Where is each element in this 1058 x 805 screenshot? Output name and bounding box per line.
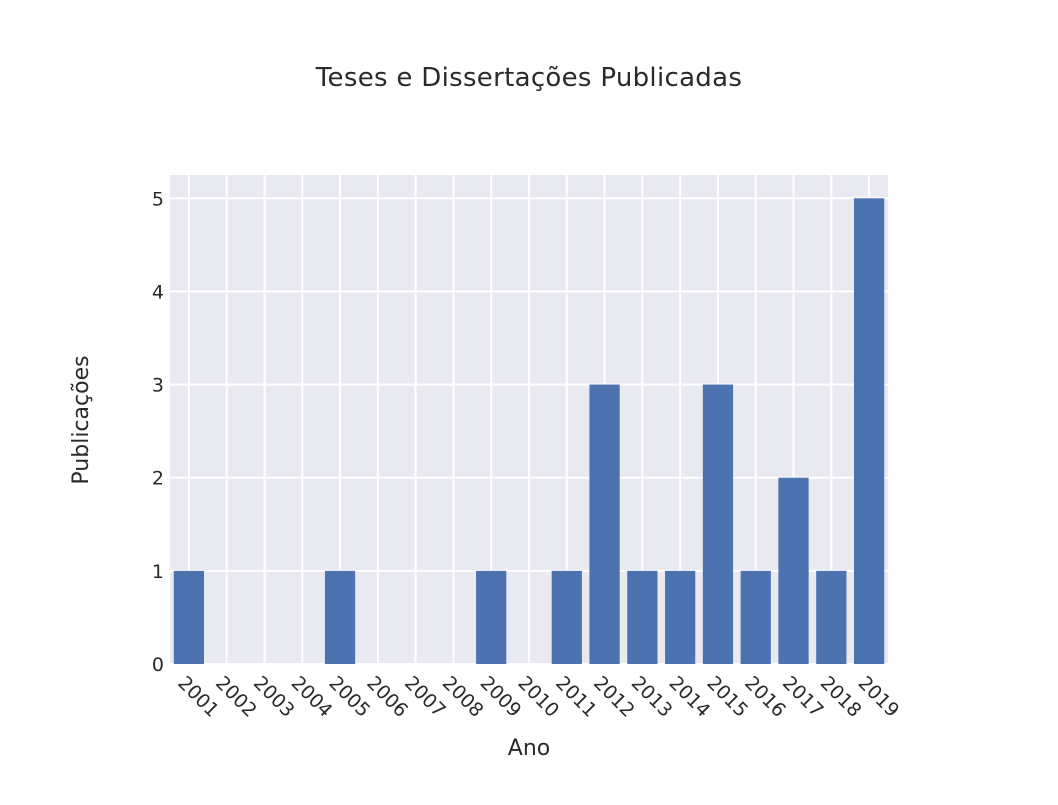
x-tick-label: 2003 xyxy=(249,672,299,722)
x-tick-label: 2013 xyxy=(627,672,677,722)
x-tick-label: 2001 xyxy=(173,672,223,722)
x-tick-label: 2019 xyxy=(854,672,904,722)
x-tick-label: 2017 xyxy=(778,672,828,722)
bar-2012 xyxy=(589,384,620,664)
y-tick-label: 4 xyxy=(152,281,164,303)
x-axis-title: Ano xyxy=(508,736,550,761)
y-tick-label: 3 xyxy=(152,375,164,397)
y-axis-ticks: 0 1 2 3 4 5 xyxy=(152,188,164,676)
bar-2015 xyxy=(702,384,734,664)
y-tick-label: 2 xyxy=(152,468,164,490)
x-tick-label: 2006 xyxy=(362,672,412,722)
x-tick-label: 2002 xyxy=(211,672,261,722)
x-tick-label: 2014 xyxy=(665,672,715,722)
y-tick-label: 5 xyxy=(152,188,164,210)
x-tick-label: 2009 xyxy=(476,672,526,722)
y-tick-label: 1 xyxy=(152,561,164,583)
chart-title: Teses e Dissertações Publicadas xyxy=(315,63,742,93)
bar-2016 xyxy=(740,570,771,664)
bar-2019 xyxy=(853,198,885,665)
x-tick-label: 2008 xyxy=(438,672,488,722)
bar-2017 xyxy=(778,477,809,664)
x-tick-label: 2005 xyxy=(325,672,375,722)
bar-2001 xyxy=(173,570,205,664)
bar-2009 xyxy=(476,570,507,664)
y-tick-label: 0 xyxy=(152,654,164,676)
y-axis-title: Publicações xyxy=(69,355,94,484)
bar-2018 xyxy=(816,570,847,664)
x-axis-ticks: 2001200220032004200520062007200820092010… xyxy=(173,672,903,722)
x-tick-label: 2007 xyxy=(400,672,450,722)
bar-2014 xyxy=(665,570,696,664)
x-tick-label: 2011 xyxy=(551,672,601,722)
x-tick-label: 2015 xyxy=(702,672,752,722)
x-tick-label: 2012 xyxy=(589,672,639,722)
x-tick-label: 2004 xyxy=(287,672,337,722)
x-tick-label: 2018 xyxy=(816,672,866,722)
bar-2005 xyxy=(324,570,356,664)
x-tick-label: 2010 xyxy=(513,672,563,722)
x-tick-label: 2016 xyxy=(740,672,790,722)
bar-2013 xyxy=(627,570,658,664)
bars xyxy=(173,198,885,665)
bar-2011 xyxy=(551,570,582,664)
